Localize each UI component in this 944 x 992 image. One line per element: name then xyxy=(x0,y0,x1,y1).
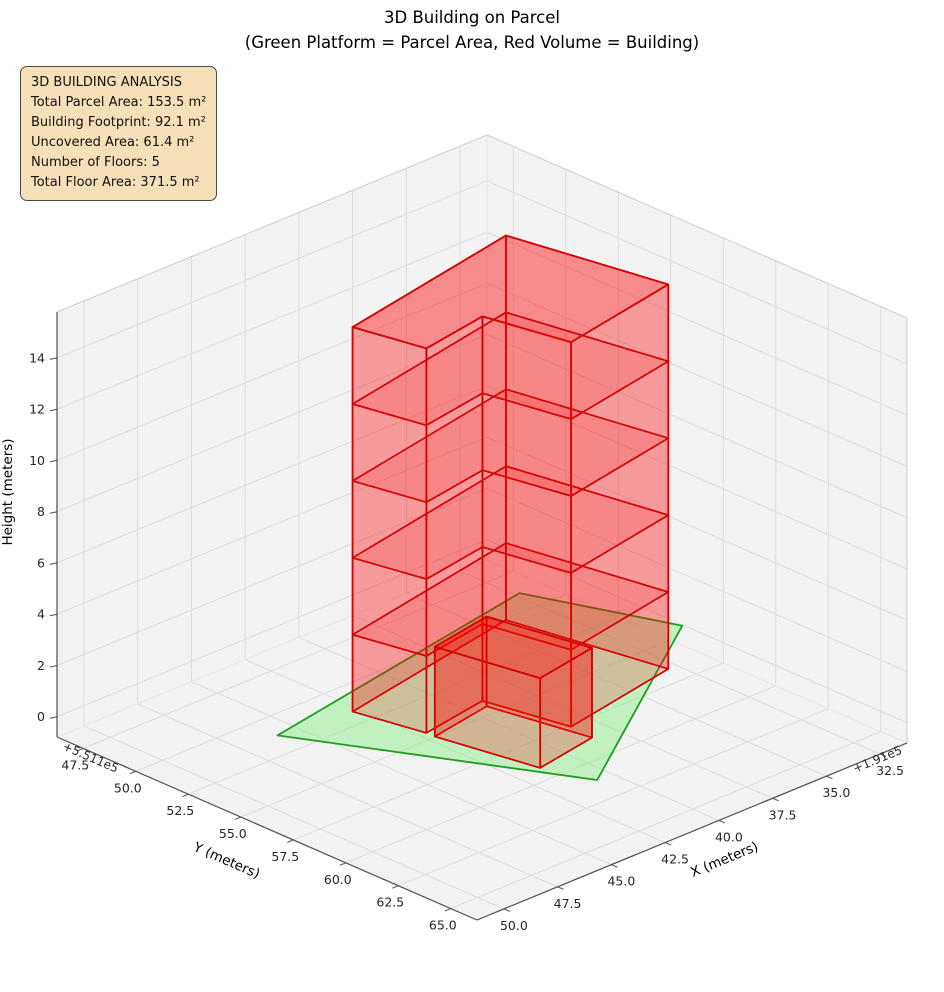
floor-slabs xyxy=(351,311,670,657)
svg-text:42.5: 42.5 xyxy=(661,852,689,867)
svg-text:50.0: 50.0 xyxy=(500,918,528,933)
axis-lines xyxy=(56,312,908,921)
parcel-polygon xyxy=(276,592,684,781)
svg-text:4: 4 xyxy=(37,607,45,622)
svg-text:37.5: 37.5 xyxy=(769,807,797,822)
svg-text:40.0: 40.0 xyxy=(715,829,743,844)
building-tower xyxy=(351,234,670,734)
svg-text:0: 0 xyxy=(37,709,45,724)
svg-text:62.5: 62.5 xyxy=(376,895,404,910)
pane-edges xyxy=(56,134,908,744)
svg-text:55.0: 55.0 xyxy=(219,826,247,841)
tick-labels: 47.5 50.0 52.5 55.0 57.5 60.0 62.5 65.0 32.5 35.0… xyxy=(29,350,904,933)
svg-text:2: 2 xyxy=(37,658,45,673)
svg-text:52.5: 52.5 xyxy=(166,803,194,818)
chart-subtitle: (Green Platform = Parcel Area, Red Volum… xyxy=(244,33,700,52)
svg-text:12: 12 xyxy=(29,402,45,417)
svg-text:47.5: 47.5 xyxy=(554,896,582,911)
svg-text:35.0: 35.0 xyxy=(822,785,850,800)
chart-title: 3D Building on Parcel xyxy=(384,8,560,27)
info-total-floor: Total Floor Area: 371.5 m² xyxy=(31,175,200,190)
svg-text:X (meters): X (meters) xyxy=(688,839,760,881)
analysis-info-box: 3D BUILDING ANALYSIS Total Parcel Area: … xyxy=(20,66,218,201)
svg-text:Y (meters): Y (meters) xyxy=(190,839,262,882)
svg-text:57.5: 57.5 xyxy=(271,849,299,864)
svg-text:45.0: 45.0 xyxy=(607,874,635,889)
svg-text:6: 6 xyxy=(37,555,45,570)
info-uncovered-area: Uncovered Area: 61.4 m² xyxy=(31,135,195,150)
svg-text:14: 14 xyxy=(29,350,45,365)
info-footprint: Building Footprint: 92.1 m² xyxy=(31,115,206,130)
svg-text:50.0: 50.0 xyxy=(114,780,142,795)
svg-text:10: 10 xyxy=(29,453,45,468)
info-floor-count: Number of Floors: 5 xyxy=(31,155,160,170)
svg-text:8: 8 xyxy=(37,504,45,519)
svg-text:32.5: 32.5 xyxy=(876,763,904,778)
info-parcel-area: Total Parcel Area: 153.5 m² xyxy=(31,95,207,110)
svg-text:Height (meters): Height (meters) xyxy=(0,438,16,545)
info-heading: 3D BUILDING ANALYSIS xyxy=(31,75,183,90)
svg-text:65.0: 65.0 xyxy=(429,918,457,933)
svg-text:60.0: 60.0 xyxy=(324,872,352,887)
building-annex xyxy=(433,615,593,769)
svg-text:47.5: 47.5 xyxy=(61,757,89,772)
